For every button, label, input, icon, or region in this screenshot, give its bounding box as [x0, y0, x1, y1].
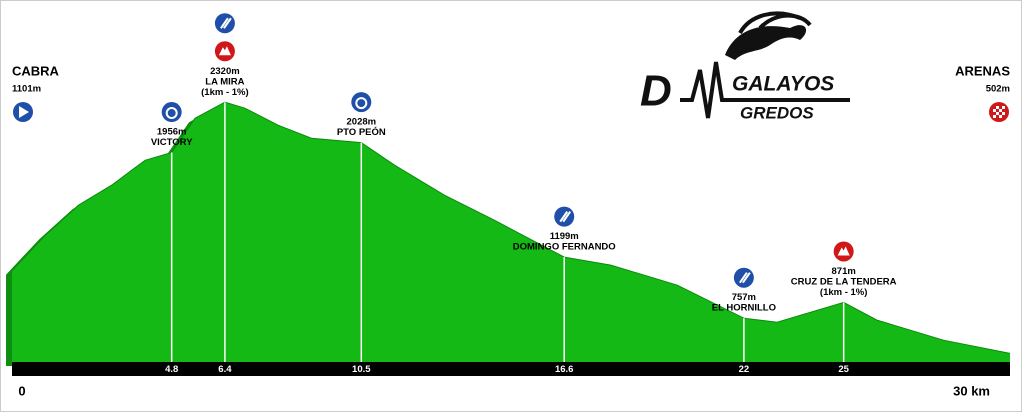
- logo-title: GALAYOS: [732, 73, 834, 96]
- end-name: ARENAS: [955, 63, 1010, 78]
- icon-glyph: [220, 17, 232, 29]
- icon-circle: [161, 102, 182, 123]
- marker-icon: [161, 102, 182, 123]
- marker-icon: [214, 13, 235, 34]
- logo-letter: D: [640, 67, 672, 116]
- profile-line: [11, 101, 1011, 354]
- marker-name: EL HORNILLO: [712, 303, 776, 314]
- logo: D GALAYOS GREDOS: [640, 11, 850, 122]
- icon-glyph: [837, 246, 850, 256]
- marker-elevation: 2320m: [210, 66, 240, 77]
- icon-circle: [351, 92, 372, 113]
- icon-glyph: [218, 46, 231, 56]
- marker-name: VICTORY: [151, 137, 193, 148]
- icon-glyph: [559, 211, 572, 223]
- end-elevation: 502m: [986, 84, 1010, 95]
- distance-bar: [12, 362, 1010, 376]
- marker-elevation: 1956m: [157, 127, 187, 138]
- marker-elevation: 757m: [732, 292, 756, 303]
- x-tick-label: 30 km: [953, 383, 990, 398]
- marker-name: LA MIRA: [205, 76, 244, 87]
- icon-glyph: [739, 272, 751, 284]
- marker-icon: [833, 241, 854, 262]
- x-tick-label: 22: [739, 364, 750, 375]
- logo-horns: [738, 11, 812, 35]
- icon-glyph: [165, 107, 178, 120]
- logo-wave: [680, 61, 850, 119]
- marker-name: CRUZ DE LA TENDERA: [791, 276, 897, 287]
- marker-name: DOMINGO FERNANDO: [513, 242, 616, 253]
- marker-icon: [733, 267, 754, 288]
- x-tick-label: 16.6: [555, 364, 574, 375]
- end-icon: [989, 102, 1009, 122]
- start-icon: [13, 102, 33, 122]
- marker-icon: [214, 41, 235, 62]
- marker-icon: [351, 92, 372, 113]
- area: [12, 102, 1010, 362]
- x-tick-label: 10.5: [352, 364, 371, 375]
- icon-glyph: [355, 97, 368, 110]
- start-elevation: 1101m: [12, 84, 41, 95]
- x-tick-label: 0: [18, 383, 25, 398]
- marker-note: (1km - 1%): [201, 87, 249, 98]
- start-name: CABRA: [12, 63, 60, 78]
- marker-note: (1km - 1%): [820, 287, 868, 298]
- marker-name: PTO PEÓN: [337, 126, 386, 138]
- x-tick-label: 25: [838, 364, 849, 375]
- marker-elevation: 871m: [832, 266, 856, 277]
- x-tick-label: 6.4: [218, 364, 232, 375]
- x-tick-label: 4.8: [165, 364, 178, 375]
- logo-ibex: [725, 25, 807, 60]
- marker-icon: [554, 206, 575, 227]
- marker-elevation: 1199m: [550, 231, 579, 242]
- logo-subtitle: GREDOS: [740, 103, 814, 122]
- marker-elevation: 2028m: [347, 117, 377, 128]
